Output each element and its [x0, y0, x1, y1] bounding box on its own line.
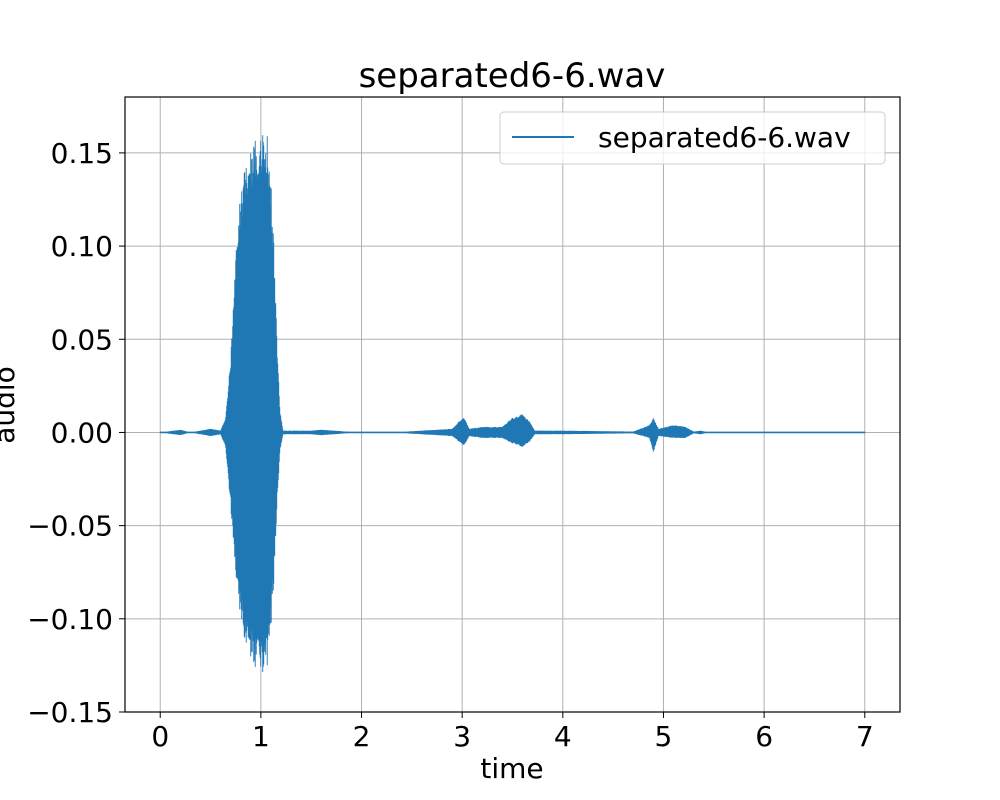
x-tick-label: 5	[655, 720, 673, 753]
x-tick-label: 1	[252, 720, 270, 753]
series-separated6-6-wav	[159, 135, 866, 673]
y-tick-label: −0.10	[27, 603, 113, 636]
x-tick-label: 6	[755, 720, 773, 753]
legend-label: separated6-6.wav	[598, 121, 851, 154]
chart-title: separated6-6.wav	[359, 56, 666, 96]
y-tick-label: 0.05	[51, 323, 113, 356]
plot-area-frame	[124, 96, 901, 713]
x-tick-label: 7	[856, 720, 874, 753]
y-tick-label: 0.15	[51, 137, 113, 170]
y-tick-label: 0.00	[51, 416, 113, 449]
legend-box	[499, 111, 886, 165]
x-tick-label: 0	[151, 720, 169, 753]
x-tick-label: 3	[453, 720, 471, 753]
x-axis-label: time	[480, 752, 543, 785]
legend: separated6-6.wav	[499, 111, 886, 165]
y-axis-ticks: −0.15 −0.10 −0.05 0.00 0.05 0.10 0.15	[27, 137, 125, 729]
y-axis-label: audio	[0, 366, 21, 444]
y-tick-label: −0.15	[27, 696, 113, 729]
x-tick-label: 2	[353, 720, 371, 753]
y-tick-label: −0.05	[27, 510, 113, 543]
x-axis-ticks: 0 1 2 3 4 5 6 7	[151, 712, 874, 753]
waveform-line	[159, 135, 866, 673]
x-tick-label: 4	[554, 720, 572, 753]
y-tick-label: 0.10	[51, 230, 113, 263]
